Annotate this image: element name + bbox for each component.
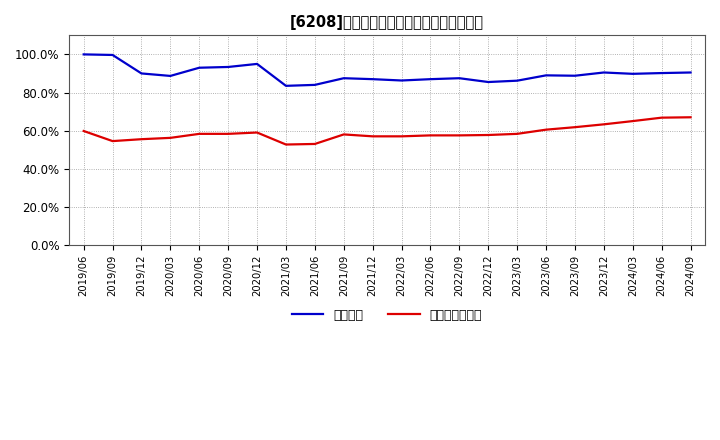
固定長期適合率 [282,142,290,147]
固定比率 [253,61,261,66]
固定比率 [484,79,492,84]
Title: [6208]　固定比率、固定長期適合率の推移: [6208] 固定比率、固定長期適合率の推移 [290,15,484,30]
固定長期適合率 [629,118,637,124]
固定比率 [339,76,348,81]
固定比率 [571,73,580,78]
固定長期適合率 [541,127,550,132]
固定長期適合率 [79,128,88,134]
固定比率 [137,71,145,76]
Line: 固定長期適合率: 固定長期適合率 [84,117,690,144]
固定長期適合率 [686,115,695,120]
固定比率 [282,83,290,88]
固定比率 [600,70,608,75]
固定比率 [369,77,377,82]
固定比率 [455,76,464,81]
固定比率 [629,71,637,77]
固定長期適合率 [513,131,521,136]
固定比率 [426,77,435,82]
固定比率 [541,73,550,78]
固定長期適合率 [339,132,348,137]
固定長期適合率 [166,135,175,140]
固定長期適合率 [397,134,406,139]
固定長期適合率 [571,125,580,130]
固定長期適合率 [600,122,608,127]
固定比率 [79,52,88,57]
固定比率 [657,70,666,76]
固定長期適合率 [224,131,233,136]
固定長期適合率 [657,115,666,120]
固定比率 [166,73,175,79]
固定比率 [397,78,406,83]
固定長期適合率 [426,133,435,138]
固定長期適合率 [137,136,145,142]
固定長期適合率 [108,139,117,144]
固定長期適合率 [484,132,492,138]
Legend: 固定比率, 固定長期適合率: 固定比率, 固定長期適合率 [287,304,487,327]
固定比率 [310,82,319,88]
固定比率 [513,78,521,83]
Line: 固定比率: 固定比率 [84,55,690,86]
固定比率 [108,52,117,58]
固定長期適合率 [253,130,261,135]
固定比率 [195,65,204,70]
固定比率 [686,70,695,75]
固定比率 [224,64,233,70]
固定長期適合率 [310,141,319,147]
固定長期適合率 [369,134,377,139]
固定長期適合率 [195,131,204,136]
固定長期適合率 [455,133,464,138]
